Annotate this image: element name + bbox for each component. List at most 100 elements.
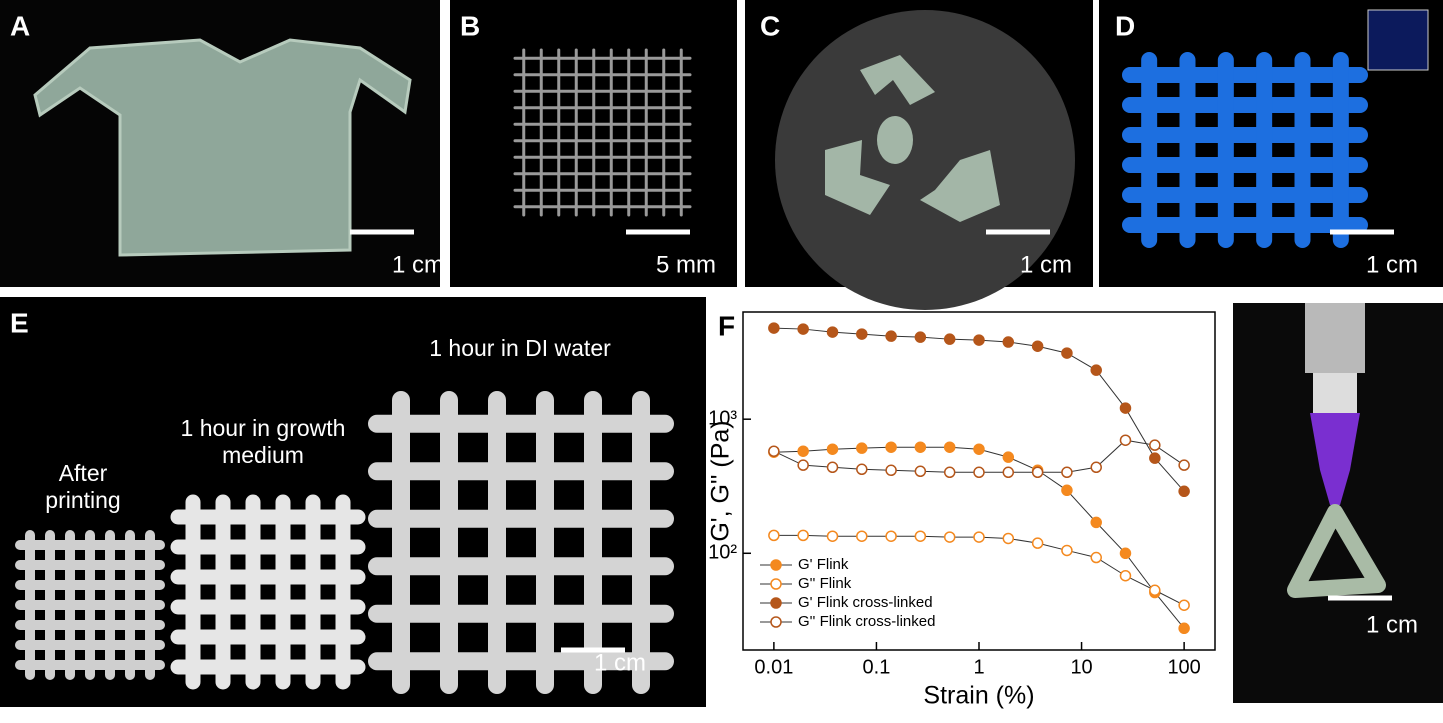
panel-label: F [718,310,735,341]
data-point [1002,532,1015,545]
chevrons [825,55,1000,222]
data-point [768,445,780,457]
syringe-needle [1310,413,1360,505]
data-point [1002,336,1015,348]
legend-label: G' Flink [798,556,849,573]
panel-label: C [760,10,780,41]
data-point [826,461,839,474]
data-point [1119,434,1132,446]
data-point [856,442,868,454]
legend-marker [770,597,782,609]
data-point [856,328,868,340]
data-point [856,463,868,476]
legend-marker [770,578,782,590]
data-point [973,531,985,543]
data-point [797,529,809,542]
x-tick-label: 1 [973,656,984,678]
data-point [1031,466,1044,479]
data-point [1061,347,1073,359]
data-point [1149,439,1161,451]
data-point [1119,402,1132,414]
x-tick-label: 10 [1070,656,1092,678]
caption: medium [222,442,304,468]
data-point [885,464,897,477]
data-point [1090,364,1102,376]
panel-label: E [10,307,29,338]
disk [775,10,1075,310]
data-point [973,334,985,346]
syringe-hub [1313,373,1357,413]
data-point [885,330,897,342]
data-point [1031,537,1044,549]
panel-label: A [10,10,30,41]
y-axis-label: G', G'' (Pa) [707,420,735,541]
data-point [768,529,780,542]
data-point [1119,547,1132,560]
caption: printing [45,487,120,513]
panel-label: D [1115,10,1135,41]
x-tick-label: 0.1 [863,656,891,678]
data-point [1031,340,1044,352]
y-tick-label: 10² [708,542,737,564]
scale-bar-label: 5 mm [656,251,716,278]
caption: 1 hour in growth [181,415,346,441]
data-point [1119,569,1132,582]
legend-marker [770,616,782,628]
data-point [1178,485,1190,498]
data-point [826,326,839,338]
data-point [1061,544,1073,557]
scale-bar-label: 1 cm [1366,611,1418,638]
data-point [1090,551,1102,564]
data-point [914,441,927,453]
triangle-print [1287,504,1386,598]
data-point [973,443,985,455]
data-point [1002,466,1015,479]
data-point [1061,466,1073,479]
scale-bar-label: 1 cm [1366,251,1418,278]
data-point [797,445,809,457]
data-point [914,530,927,542]
legend-label: G'' Flink cross-linked [798,613,935,630]
y-tick-label: 10³ [708,407,737,429]
data-point [1178,459,1190,471]
data-point [885,441,897,453]
data-point [826,530,839,542]
data-point [1002,451,1015,463]
syringe-barrel [1305,303,1365,373]
panel-label: B [460,10,480,41]
data-point [943,333,956,345]
shirt [33,38,412,257]
data-point [1061,484,1073,497]
scale-bar-label: 1 cm [392,251,444,278]
data-point [1090,516,1102,529]
x-axis-label: Strain (%) [923,682,1034,710]
data-point [826,443,839,455]
data-point [1178,622,1190,635]
x-tick-label: 100 [1167,656,1200,678]
caption: 1 hour in DI water [429,335,611,361]
caption: After [59,460,108,486]
data-point [943,441,956,453]
data-point [797,323,809,335]
legend-label: G'' Flink [798,575,852,592]
data-point [914,331,927,343]
data-point [973,466,985,479]
data-point [885,530,897,542]
data-point [856,530,868,542]
data-point [943,531,956,543]
data-point [914,465,927,478]
data-point [943,466,956,479]
x-tick-label: 0.01 [754,656,793,678]
data-point [768,322,780,334]
data-point [797,459,809,471]
data-point [1149,452,1161,464]
legend-label: G' Flink cross-linked [798,594,933,611]
inset-d [1367,9,1429,71]
data-point [1090,461,1102,474]
legend-marker [770,559,782,571]
scale-bar-label: 1 cm [1020,251,1072,278]
data-point [1178,599,1190,611]
scale-bar-label: 1 cm [594,649,646,676]
data-point [1149,584,1161,597]
